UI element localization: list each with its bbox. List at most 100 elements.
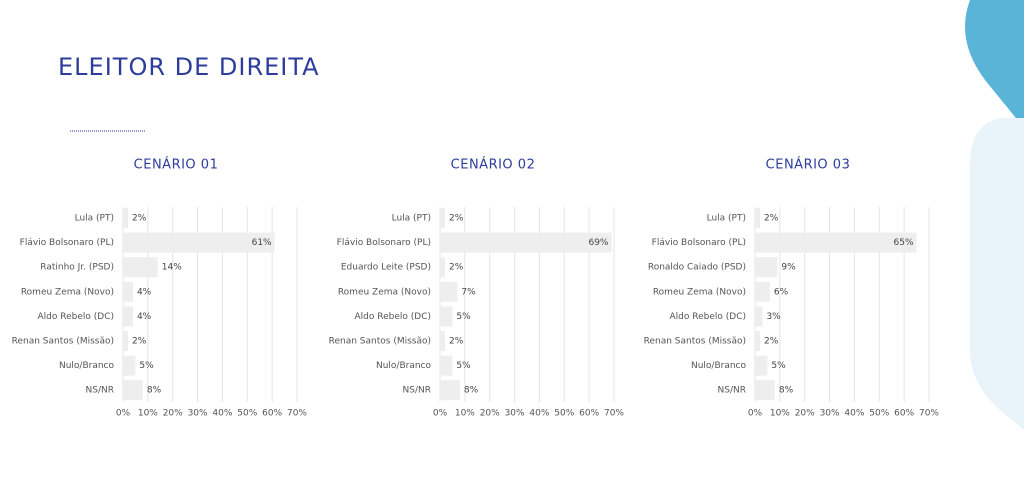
category-label: NS/NR (403, 386, 431, 396)
x-tick-label: 10% (770, 409, 790, 419)
x-tick-label: 50% (237, 409, 257, 419)
x-tick-label: 70% (919, 409, 939, 419)
x-tick-label: 0% (748, 409, 763, 419)
bar (755, 208, 760, 228)
bar (123, 331, 128, 351)
value-label: 6% (774, 287, 789, 297)
bar (440, 281, 458, 302)
category-label: Aldo Rebelo (DC) (355, 312, 431, 322)
category-label: Flávio Bolsonaro (PL) (20, 238, 114, 248)
x-tick-label: 50% (869, 409, 889, 419)
bar (440, 306, 453, 327)
x-tick-label: 30% (505, 409, 525, 419)
category-label: Nulo/Branco (59, 361, 115, 371)
value-label: 5% (139, 361, 154, 371)
x-tick-label: 40% (529, 409, 549, 419)
category-label: Eduardo Leite (PSD) (341, 263, 431, 273)
category-label: NS/NR (718, 386, 746, 396)
bar (755, 306, 763, 327)
x-tick-label: 0% (433, 409, 448, 419)
page-title: ELEITOR DE DIREITA (58, 53, 320, 81)
x-tick-label: 70% (604, 409, 624, 419)
bar (123, 355, 136, 376)
value-label: 4% (137, 312, 152, 322)
bar (755, 355, 768, 376)
bar (440, 331, 445, 351)
chart-title: CENÁRIO 01 (134, 157, 219, 173)
category-label: Aldo Rebelo (DC) (670, 312, 746, 322)
x-tick-label: 30% (820, 409, 840, 419)
bar (440, 355, 453, 376)
x-tick-label: 10% (455, 409, 475, 419)
x-tick-label: 30% (188, 409, 208, 419)
bar (440, 257, 445, 278)
chart-title: CENÁRIO 02 (451, 157, 536, 173)
category-label: NS/NR (86, 386, 114, 396)
value-label: 7% (461, 287, 476, 297)
category-label: Renan Santos (Missão) (12, 337, 114, 347)
x-tick-label: 40% (844, 409, 864, 419)
x-tick-label: 0% (116, 409, 131, 419)
value-label: 5% (456, 312, 471, 322)
bar (123, 306, 133, 327)
x-tick-label: 20% (795, 409, 815, 419)
value-label: 8% (147, 386, 162, 396)
value-label: 61% (252, 238, 272, 248)
bar (440, 208, 445, 228)
x-tick-label: 60% (579, 409, 599, 419)
bar (123, 257, 158, 278)
bar (755, 232, 917, 253)
value-label: 2% (132, 337, 147, 347)
value-label: 2% (449, 214, 464, 224)
category-label: Romeu Zema (Novo) (21, 287, 114, 297)
bar (755, 380, 775, 401)
category-label: Ronaldo Caiado (PSD) (648, 263, 746, 273)
category-label: Lula (PT) (75, 214, 114, 224)
category-label: Romeu Zema (Novo) (653, 287, 746, 297)
category-label: Aldo Rebelo (DC) (38, 312, 114, 322)
value-label: 69% (588, 238, 608, 248)
category-label: Nulo/Branco (691, 361, 747, 371)
chart-title: CENÁRIO 03 (766, 157, 851, 173)
x-tick-label: 60% (262, 409, 282, 419)
value-label: 9% (781, 263, 796, 273)
value-label: 4% (137, 287, 152, 297)
value-label: 2% (449, 337, 464, 347)
x-tick-label: 20% (480, 409, 500, 419)
bar (440, 232, 612, 253)
bar (755, 281, 770, 302)
category-label: Romeu Zema (Novo) (338, 287, 431, 297)
value-label: 14% (162, 263, 182, 273)
category-label: Ratinho Jr. (PSD) (40, 263, 114, 273)
category-label: Flávio Bolsonaro (PL) (337, 238, 431, 248)
bar (123, 232, 275, 253)
value-label: 5% (456, 361, 471, 371)
x-tick-label: 20% (163, 409, 183, 419)
value-label: 2% (764, 214, 779, 224)
bar (123, 281, 133, 302)
value-label: 65% (894, 238, 914, 248)
decor-shape (965, 0, 1024, 128)
x-tick-label: 70% (287, 409, 307, 419)
value-label: 3% (766, 312, 781, 322)
value-label: 2% (764, 337, 779, 347)
value-label: 5% (771, 361, 786, 371)
bar (755, 331, 760, 351)
value-label: 2% (132, 214, 147, 224)
x-tick-label: 40% (212, 409, 232, 419)
bar (123, 208, 128, 228)
decor-shape (969, 118, 1024, 430)
value-label: 8% (779, 386, 794, 396)
bar (123, 380, 143, 401)
x-tick-label: 10% (138, 409, 158, 419)
bar (440, 380, 460, 401)
x-tick-label: 60% (894, 409, 914, 419)
value-label: 8% (464, 386, 479, 396)
x-tick-label: 50% (554, 409, 574, 419)
category-label: Renan Santos (Missão) (644, 337, 746, 347)
value-label: 2% (449, 263, 464, 273)
category-label: Nulo/Branco (376, 361, 432, 371)
category-label: Lula (PT) (392, 214, 431, 224)
category-label: Lula (PT) (707, 214, 746, 224)
